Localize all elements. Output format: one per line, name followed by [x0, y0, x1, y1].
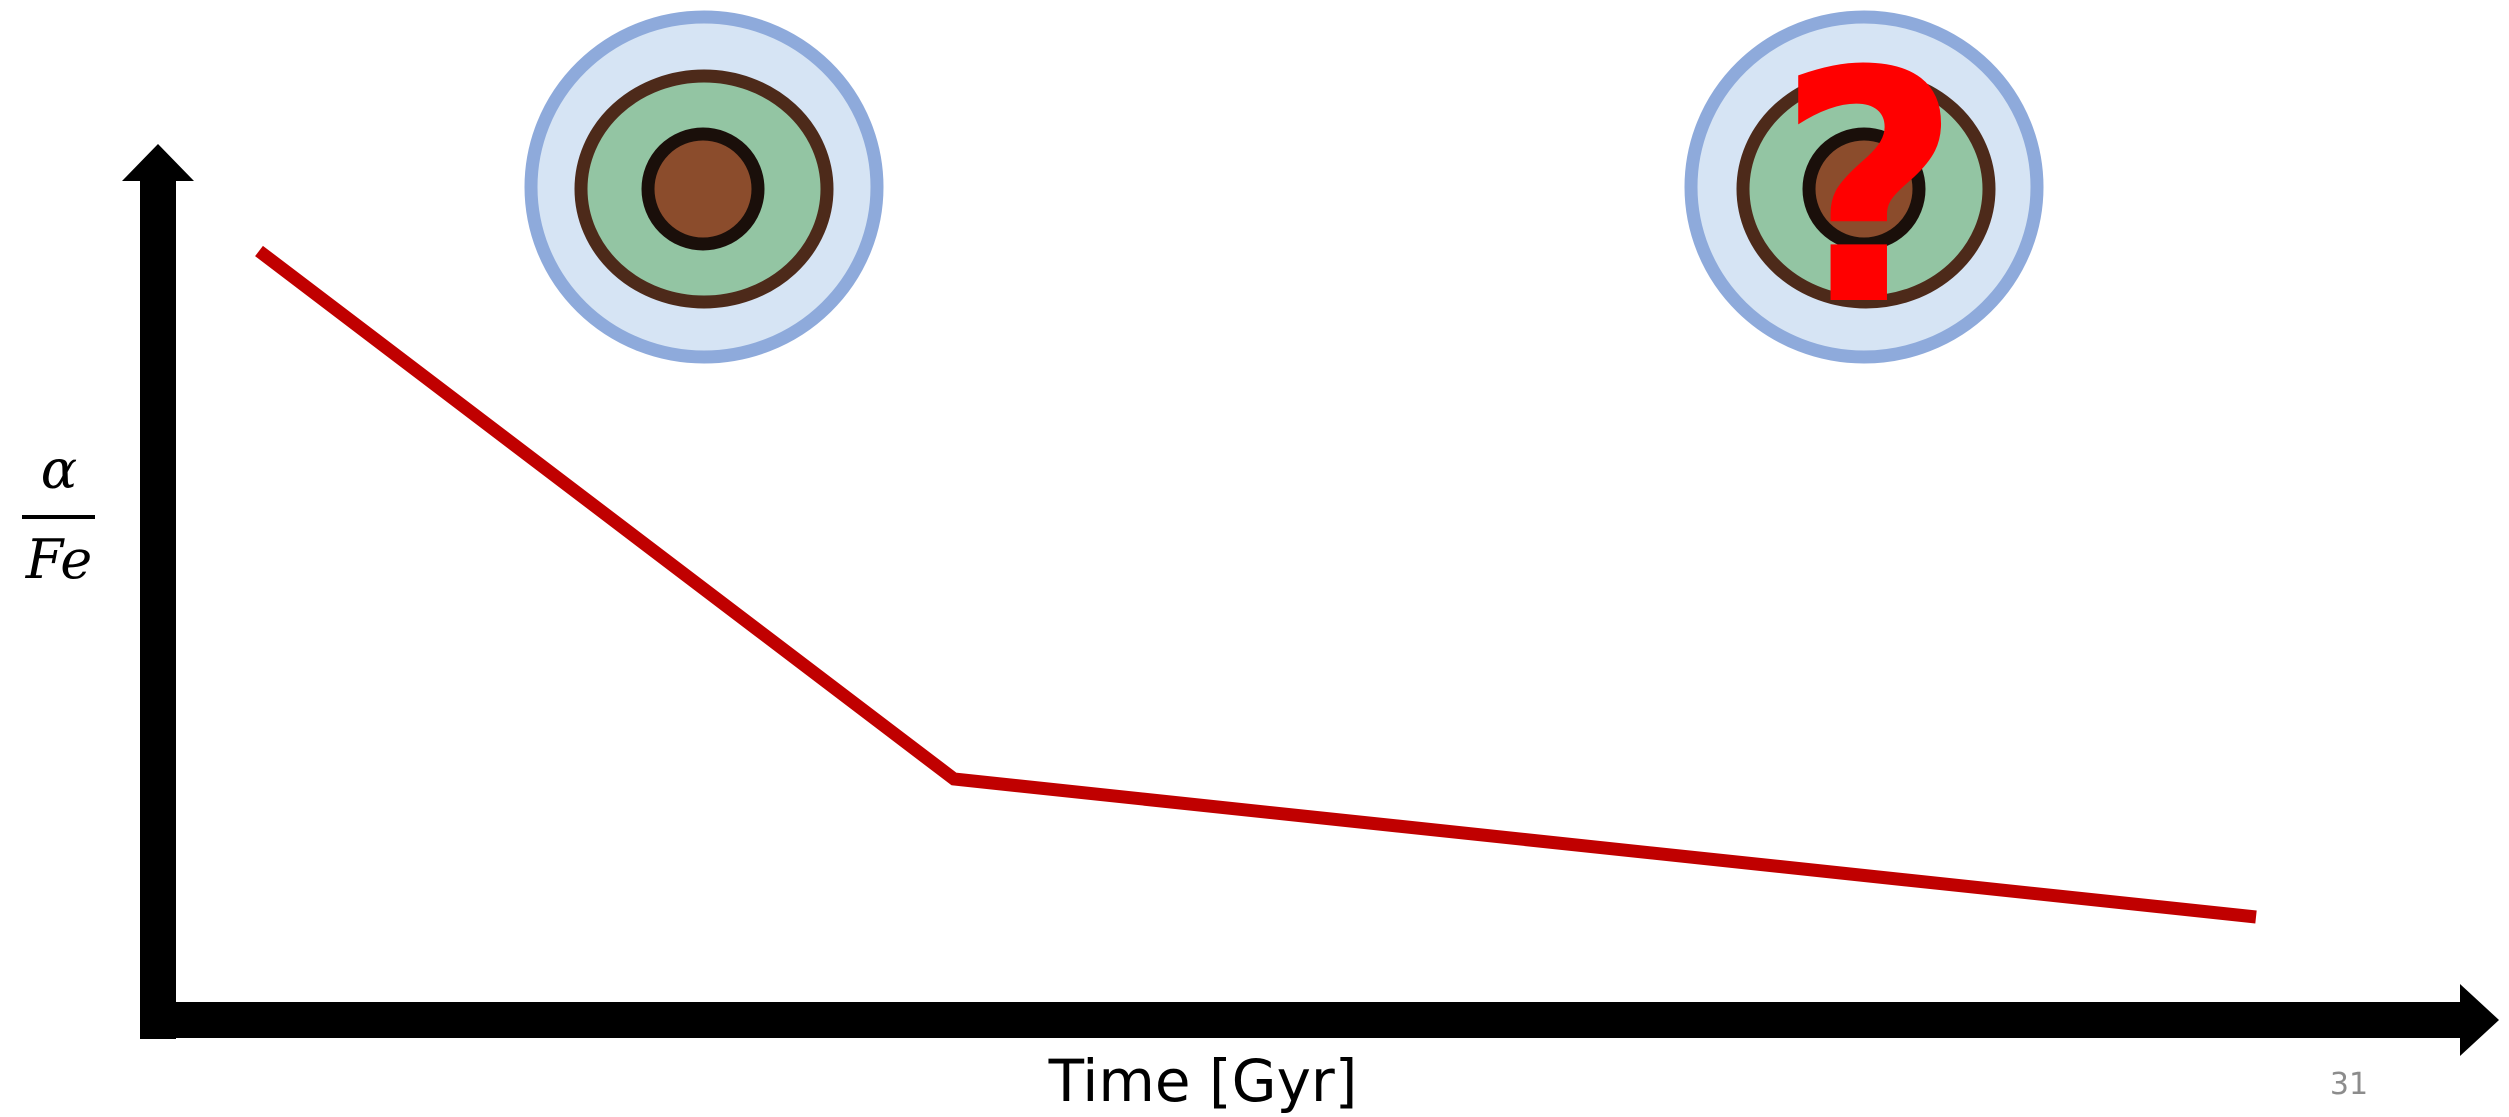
x-axis: [140, 1002, 2462, 1038]
layered-sphere-right: [1684, 10, 2044, 364]
y-axis-arrow: [122, 144, 194, 181]
y-axis: [140, 176, 176, 1039]
y-label-numerator: α: [41, 438, 77, 501]
y-label-denominator: Fe: [25, 528, 92, 591]
question-mark: ?: [1776, 4, 1962, 376]
trend-line: [255, 245, 2257, 924]
layered-sphere-left: [524, 10, 884, 364]
page-number: 31: [2330, 1067, 2368, 1102]
core: [641, 127, 765, 251]
x-axis-arrow: [2460, 984, 2499, 1056]
core: [1802, 127, 1926, 251]
x-axis-label: Time [Gyr]: [1048, 1047, 1358, 1115]
